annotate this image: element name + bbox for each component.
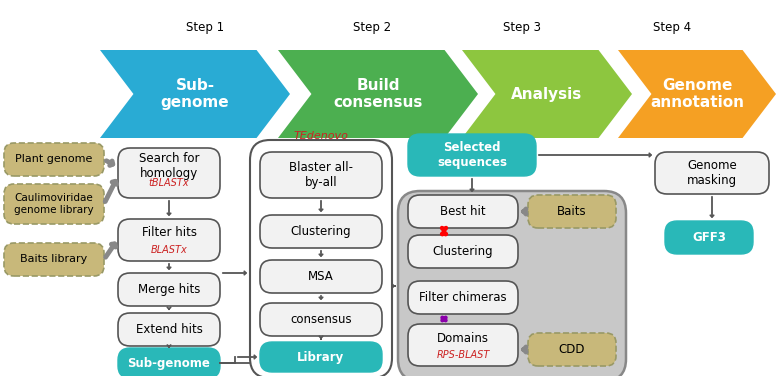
FancyBboxPatch shape <box>408 324 518 366</box>
FancyBboxPatch shape <box>260 342 382 372</box>
FancyBboxPatch shape <box>4 243 104 276</box>
Text: Search for
homology: Search for homology <box>139 152 199 180</box>
Text: tBLASTx: tBLASTx <box>148 178 190 188</box>
FancyBboxPatch shape <box>665 221 753 254</box>
FancyBboxPatch shape <box>260 260 382 293</box>
Text: consensus: consensus <box>290 313 352 326</box>
FancyBboxPatch shape <box>260 152 382 198</box>
Text: Sub-genome: Sub-genome <box>127 356 211 370</box>
Text: Baits: Baits <box>557 205 587 218</box>
Text: Analysis: Analysis <box>511 86 583 102</box>
Text: Step 2: Step 2 <box>353 21 391 35</box>
FancyBboxPatch shape <box>118 273 220 306</box>
Text: Blaster all-
by-all: Blaster all- by-all <box>289 161 353 189</box>
Text: Filter hits: Filter hits <box>141 226 197 240</box>
Text: BLASTx: BLASTx <box>151 245 187 255</box>
Text: Genome
masking: Genome masking <box>687 159 737 187</box>
Text: Build
consensus: Build consensus <box>333 78 423 110</box>
Text: Clustering: Clustering <box>291 225 351 238</box>
Polygon shape <box>618 50 776 138</box>
FancyBboxPatch shape <box>4 184 104 224</box>
Text: Best hit: Best hit <box>441 205 486 218</box>
FancyBboxPatch shape <box>118 348 220 376</box>
Polygon shape <box>100 50 290 138</box>
Text: Filter chimeras: Filter chimeras <box>419 291 507 304</box>
FancyBboxPatch shape <box>4 143 104 176</box>
FancyBboxPatch shape <box>528 333 616 366</box>
Text: Genome
annotation: Genome annotation <box>650 78 744 110</box>
Text: Library: Library <box>298 350 345 364</box>
FancyBboxPatch shape <box>408 195 518 228</box>
FancyBboxPatch shape <box>408 235 518 268</box>
FancyBboxPatch shape <box>398 191 626 376</box>
FancyBboxPatch shape <box>655 152 769 194</box>
Text: Merge hits: Merge hits <box>138 283 200 296</box>
Text: CDD: CDD <box>559 343 585 356</box>
Text: Step 1: Step 1 <box>186 21 224 35</box>
Polygon shape <box>462 50 632 138</box>
Text: Plant genome: Plant genome <box>16 155 92 165</box>
FancyBboxPatch shape <box>118 219 220 261</box>
FancyBboxPatch shape <box>250 140 392 376</box>
FancyBboxPatch shape <box>408 281 518 314</box>
Text: TEdenovo: TEdenovo <box>294 131 348 141</box>
Text: RPS-BLAST: RPS-BLAST <box>437 350 490 360</box>
Text: Baits library: Baits library <box>20 255 88 264</box>
Text: GFF3: GFF3 <box>692 231 726 244</box>
FancyBboxPatch shape <box>408 134 536 176</box>
Text: Extend hits: Extend hits <box>135 323 203 336</box>
Polygon shape <box>278 50 478 138</box>
Text: MSA: MSA <box>308 270 334 283</box>
Text: Domains: Domains <box>437 332 489 344</box>
Text: Step 4: Step 4 <box>653 21 691 35</box>
Text: Step 3: Step 3 <box>503 21 541 35</box>
FancyBboxPatch shape <box>528 195 616 228</box>
Text: Sub-
genome: Sub- genome <box>161 78 229 110</box>
FancyBboxPatch shape <box>118 313 220 346</box>
Text: Selected
sequences: Selected sequences <box>437 141 507 169</box>
FancyBboxPatch shape <box>118 148 220 198</box>
Text: Caulimoviridae
genome library: Caulimoviridae genome library <box>14 193 94 215</box>
FancyBboxPatch shape <box>260 303 382 336</box>
Text: Clustering: Clustering <box>433 245 493 258</box>
FancyBboxPatch shape <box>260 215 382 248</box>
